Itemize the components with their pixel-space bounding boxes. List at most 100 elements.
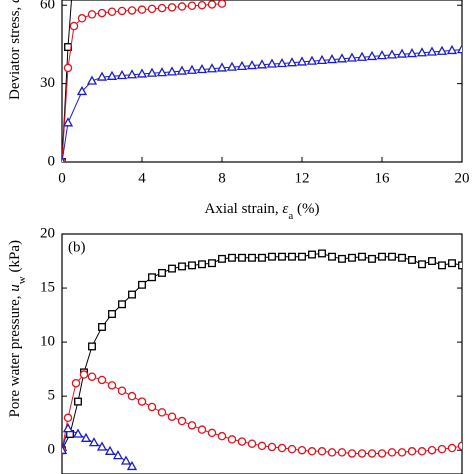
marker [438, 261, 446, 270]
marker [427, 445, 437, 455]
marker [167, 3, 177, 12]
marker [62, 423, 74, 433]
marker [457, 441, 462, 451]
marker [116, 69, 128, 80]
marker [248, 253, 256, 262]
marker [278, 252, 286, 261]
y-tick-label: 0 [48, 442, 56, 458]
marker [376, 50, 388, 60]
label-part: ε [282, 201, 288, 217]
marker [87, 372, 97, 381]
label-part: Axial strain, [205, 201, 283, 217]
marker [308, 250, 316, 259]
marker [428, 257, 436, 265]
series-line [62, 252, 462, 451]
marker [246, 60, 258, 70]
marker [276, 57, 288, 68]
marker [112, 450, 124, 460]
marker [166, 66, 178, 76]
marker [157, 3, 167, 13]
y-axis-label: Deviator stress, q (kPa) [7, 0, 23, 100]
marker [458, 261, 462, 270]
marker [426, 46, 438, 56]
marker [137, 5, 147, 14]
x-tick-label: 4 [138, 170, 146, 186]
label-part: u [7, 284, 23, 292]
series-line [62, 3, 223, 162]
marker [186, 64, 198, 74]
plot-area [62, 249, 462, 471]
marker [436, 45, 448, 55]
marker [98, 323, 106, 331]
marker [226, 61, 238, 71]
marker [126, 69, 138, 79]
marker [318, 249, 326, 258]
marker [358, 252, 366, 261]
plot-area [62, 0, 462, 162]
marker [418, 260, 426, 269]
marker [238, 253, 246, 262]
marker [286, 57, 298, 67]
marker [347, 449, 357, 458]
marker [386, 49, 398, 59]
marker [197, 0, 207, 10]
plot-frame [61, 233, 463, 474]
marker [71, 378, 81, 388]
marker [328, 252, 336, 261]
x-tick-label: 0 [58, 170, 66, 186]
marker [228, 253, 236, 262]
marker [267, 442, 277, 452]
y-tick-label: 0 [48, 153, 56, 169]
x-tick-label: 12 [295, 170, 310, 186]
marker [397, 448, 407, 457]
marker [338, 254, 346, 263]
marker [158, 268, 166, 277]
marker [216, 62, 228, 72]
marker [96, 71, 108, 81]
marker [287, 444, 297, 454]
marker [147, 402, 157, 412]
label-part: Pore water pressure, [7, 292, 23, 418]
y-tick-label: 20 [40, 225, 55, 241]
marker [368, 254, 376, 263]
y-tick-label: 60 [40, 0, 55, 13]
marker [256, 59, 268, 69]
marker [297, 445, 307, 455]
marker [188, 261, 196, 270]
marker [177, 2, 187, 11]
label-part: Deviator stress, [7, 3, 23, 100]
label-part: (kPa) [7, 240, 23, 276]
marker [96, 441, 108, 451]
marker [307, 447, 317, 456]
marker [74, 397, 82, 406]
marker [62, 156, 66, 162]
marker [196, 63, 208, 74]
marker [156, 67, 168, 77]
x-tick-label: 16 [375, 170, 391, 186]
marker [148, 273, 156, 282]
panel-label: (b) [68, 239, 86, 255]
marker [207, 428, 217, 438]
plot-frame [61, 0, 463, 163]
marker [178, 262, 186, 271]
marker [317, 447, 327, 456]
marker [168, 264, 176, 273]
marker [337, 448, 347, 457]
marker [117, 386, 127, 396]
marker [236, 60, 248, 71]
marker [137, 397, 147, 406]
marker [207, 0, 217, 9]
marker [378, 252, 386, 261]
marker [69, 21, 79, 31]
x-tick-label: 8 [218, 170, 226, 186]
marker [367, 449, 377, 458]
marker [97, 8, 107, 18]
marker [448, 259, 456, 268]
marker [356, 51, 368, 61]
marker [176, 65, 188, 75]
marker [128, 290, 136, 299]
marker [396, 48, 408, 58]
marker [217, 0, 227, 8]
marker [136, 68, 148, 78]
